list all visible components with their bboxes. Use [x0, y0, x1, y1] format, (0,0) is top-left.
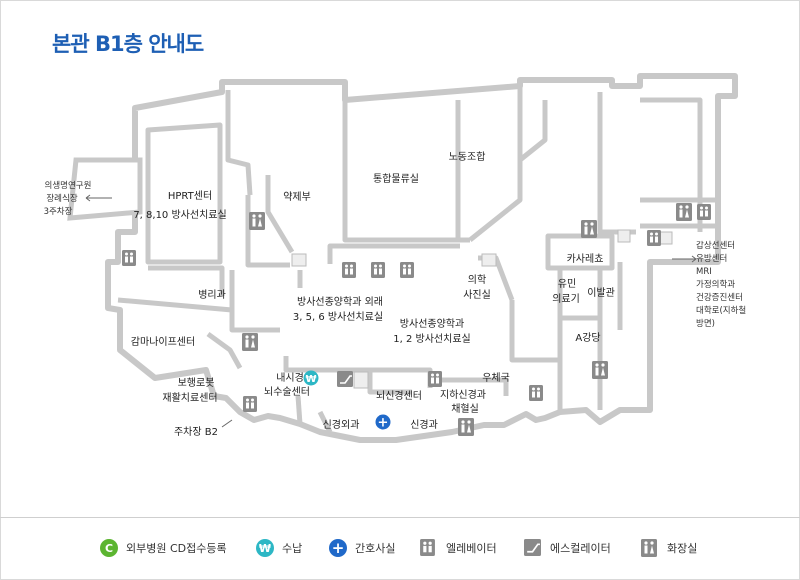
- room-pharmacy: 약제부: [283, 191, 311, 203]
- legend: C 외부병원 CD접수등록 ₩ 수납 + 간호사실 엘레베이터 에스컬레이터 화…: [0, 536, 800, 560]
- room-endoscopy-2: 뇌수술센터: [264, 386, 310, 398]
- east-label-4: 가정의학과: [696, 279, 735, 290]
- cross-circle-icon: +: [375, 414, 391, 431]
- legend-label: 외부병원 CD접수등록: [126, 542, 227, 555]
- room-auditorium: A강당: [575, 332, 600, 344]
- legend-item-restroom: 화장실: [641, 536, 697, 560]
- west-arrow: [85, 194, 112, 202]
- east-label-5: 건강증진센터: [696, 292, 743, 303]
- floor-map: ₩ + HPRT센터 7, 8,10 방사선치료실 약제부 통합물류실 노동조합…: [44, 73, 746, 443]
- west-label: 의생명연구원: [45, 180, 92, 191]
- elevator-icon: [342, 262, 356, 278]
- room-radonc-outpatient-sub: 3, 5, 6 방사선치료실: [293, 311, 383, 323]
- legend-item-cd: C 외부병원 CD접수등록: [100, 536, 227, 560]
- room-neuro-center: 뇌신경센터: [376, 389, 422, 402]
- east-label: 갑상선센터: [696, 240, 735, 251]
- legend-label: 화장실: [667, 542, 698, 555]
- east-label-7: 방면): [696, 318, 715, 329]
- legend-item-elevator: 엘레베이터: [420, 536, 497, 560]
- won-circle-icon: ₩: [303, 370, 319, 386]
- elevator-icon: [371, 262, 385, 278]
- elevator-icon: [428, 371, 442, 387]
- elevator-icon: [243, 396, 257, 412]
- room-hprt: HPRT센터: [168, 190, 212, 202]
- room-barber: 이발관: [587, 287, 615, 299]
- room-pathology: 병리과: [198, 289, 226, 301]
- room-post-office: 우체국: [482, 372, 510, 384]
- west-wing: [67, 157, 143, 221]
- room-photo: 의학: [468, 274, 486, 286]
- east-label-3: MRI: [696, 267, 712, 277]
- parking-b2: 주차장 B2: [174, 426, 218, 438]
- building-outline: [105, 73, 738, 443]
- escalator-icon: [337, 371, 353, 387]
- room-cafeteria: 카사레쵸: [567, 253, 604, 265]
- legend-item-payment: ₩ 수납: [256, 536, 302, 560]
- elevator-icon: [529, 385, 543, 401]
- room-genetics-2: 의료기: [552, 293, 580, 305]
- legend-item-nurse: + 간호사실: [329, 536, 395, 560]
- restroom-icon: [592, 361, 608, 379]
- room-genetics: 유민: [558, 278, 576, 290]
- legend-label: 에스컬레이터: [550, 542, 611, 555]
- room-radonc-outpatient: 방사선종양학과 외래: [297, 296, 383, 308]
- room-gamma: 감마나이프센터: [131, 336, 195, 348]
- restroom-icon: [641, 539, 659, 557]
- room-neurophys: 지하신경과: [440, 388, 486, 401]
- room-neurology: 신경과: [410, 418, 438, 431]
- cross-circle-icon: +: [329, 539, 347, 557]
- east-arrow: [672, 255, 697, 263]
- escalator-icon: [524, 539, 542, 557]
- east-label-2: 유방센터: [696, 253, 727, 264]
- restroom-icon: [581, 220, 597, 238]
- west-label-2: 장례식장: [46, 193, 77, 204]
- room-neurophys-2: 채혈실: [451, 402, 479, 415]
- legend-label: 간호사실: [355, 542, 396, 555]
- legend-divider: [0, 517, 800, 518]
- room-hprt-sub: 7, 8,10 방사선치료실: [133, 209, 226, 221]
- elevator-icon: [400, 262, 414, 278]
- legend-label: 엘레베이터: [446, 542, 497, 555]
- svg-text:+: +: [378, 416, 389, 431]
- c-circle-icon: C: [100, 539, 118, 557]
- elevator-icon: [420, 539, 438, 557]
- page-title: 본관 B1층 안내도: [52, 32, 204, 56]
- restroom-icon: [242, 333, 258, 351]
- room-radonc-sub: 1, 2 방사선치료실: [393, 333, 470, 345]
- room-neurosurgery: 신경외과: [323, 418, 360, 431]
- restroom-icon: [458, 418, 474, 436]
- room-endoscopy: 내시경: [276, 371, 304, 384]
- room-radonc: 방사선종양학과: [400, 318, 464, 330]
- won-circle-icon: ₩: [256, 539, 274, 557]
- room-robot-2: 재활치료센터: [162, 391, 217, 404]
- restroom-icon: [249, 212, 265, 230]
- room-union: 노동조합: [449, 151, 486, 163]
- legend-label: 수납: [282, 542, 303, 555]
- elevator-icon: [647, 230, 661, 246]
- east-label-6: 대학로(지하철: [696, 305, 746, 316]
- legend-item-escalator: 에스컬레이터: [524, 536, 611, 560]
- elevator-icon: [697, 204, 711, 220]
- room-robot: 보행로봇: [178, 377, 215, 389]
- restroom-icon: [676, 203, 692, 221]
- parking-arrow: [221, 419, 233, 428]
- west-label-3: 3주차장: [44, 206, 73, 217]
- room-photo-2: 사진실: [463, 289, 491, 301]
- elevator-icon: [122, 250, 136, 266]
- svg-text:₩: ₩: [305, 374, 316, 385]
- room-logistics: 통합물류실: [373, 173, 419, 185]
